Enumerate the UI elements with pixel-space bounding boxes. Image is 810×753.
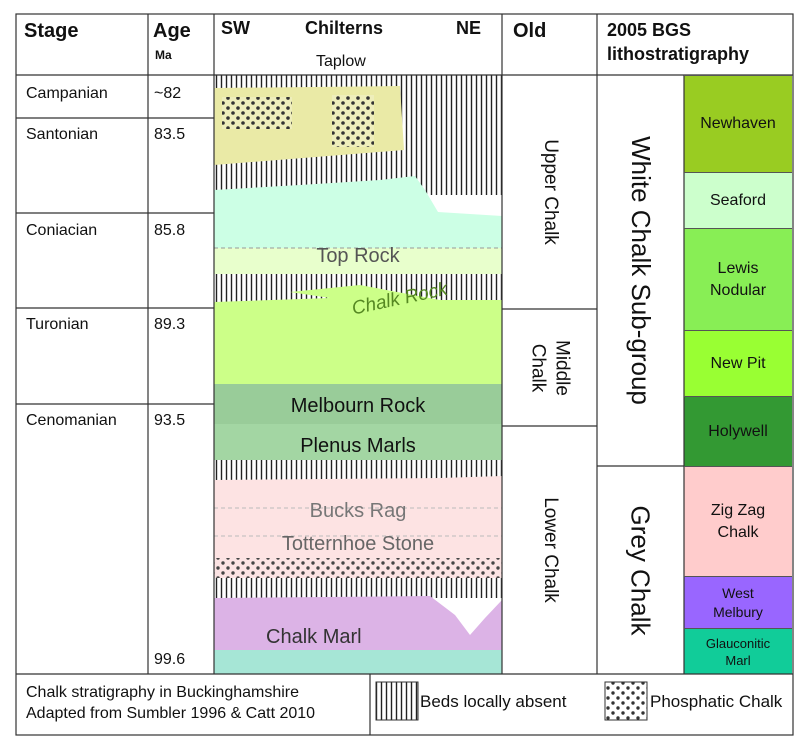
stage-cenomanian: Cenomanian: [26, 412, 117, 429]
bucks-rag-label: Bucks Rag: [309, 499, 407, 522]
chalk-marl-bed: [214, 596, 502, 650]
formation-seaford: Seaford: [684, 172, 792, 228]
absent-beds-low: [214, 460, 502, 482]
phosphatic-chalk-patch-1: [222, 97, 292, 129]
stage-header: Stage: [24, 20, 79, 42]
melbourn-rock-label: Melbourn Rock: [290, 394, 426, 417]
stage-campanian: Campanian: [26, 85, 108, 102]
ne-label: NE: [456, 18, 482, 38]
age-unit: Ma: [155, 48, 172, 62]
age-santonian: 83.5: [154, 126, 186, 143]
formation-newhaven: Newhaven: [684, 75, 792, 172]
old-upper-chalk: Upper Chalk: [539, 139, 561, 245]
age-coniacian: 85.8: [154, 222, 186, 239]
stage-turonian: Turonian: [26, 316, 89, 333]
formation-zig-zag-chalk: Zig Zag Chalk: [684, 466, 792, 576]
grey-chalk-subgroup: Grey Chalk: [626, 504, 657, 636]
plenus-marls-label: Plenus Marls: [300, 434, 416, 457]
taplow-label: Taplow: [316, 53, 366, 70]
old-lower-chalk: Lower Chalk: [539, 497, 561, 603]
legend-phosphatic-label: Phosphatic Chalk: [650, 692, 783, 711]
section-title: Chilterns: [305, 18, 384, 38]
formation-holywell: Holywell: [684, 396, 792, 466]
absent-beds-base: [214, 578, 502, 598]
bucks-rag-bed: [214, 476, 502, 558]
stage-coniacian: Coniacian: [26, 222, 98, 239]
base-age: 99.6: [154, 651, 186, 668]
phosphatic-chalk-band: [214, 558, 502, 578]
legend-phosphatic-swatch: [604, 681, 648, 721]
old-header: Old: [513, 20, 547, 42]
caption: Chalk stratigraphy in Buckinghamshire Ad…: [26, 684, 316, 722]
legend-absent-label: Beds locally absent: [420, 692, 567, 711]
old-middle-chalk: Middle Chalk: [527, 339, 573, 396]
glauconitic-base: [214, 650, 502, 674]
age-header: Age: [153, 20, 191, 42]
formation-new-pit: New Pit: [684, 330, 792, 396]
formation-glauconitic-marl: Glauconitic Marl: [684, 628, 792, 674]
top-rock-label: Top Rock: [316, 244, 400, 267]
formation-west-melbury: West Melbury: [684, 576, 792, 628]
white-chalk-subgroup: White Chalk Sub-group: [626, 136, 656, 405]
bgs-header: 2005 BGS lithostratigraphy: [607, 20, 750, 64]
phosphatic-chalk-patch-2: [332, 95, 374, 147]
plenus-marls-bed: [214, 424, 502, 460]
sw-label: SW: [221, 18, 250, 38]
stage-santonian: Santonian: [26, 126, 99, 143]
seaford-zone: [214, 176, 502, 248]
age-campanian: ~82: [154, 85, 182, 102]
melbourn-rock-bed: [214, 384, 502, 424]
chalk-marl-label: Chalk Marl: [266, 626, 362, 648]
chalk-rock-bed: [214, 285, 502, 384]
age-turonian: 89.3: [154, 316, 186, 333]
totternhoe-stone-label: Totternhoe Stone: [281, 532, 435, 555]
top-rock-bed: [214, 248, 502, 274]
formation-lewis-nodular: Lewis Nodular: [684, 228, 792, 330]
legend-absent-swatch: [375, 681, 419, 721]
age-cenomanian: 93.5: [154, 412, 186, 429]
